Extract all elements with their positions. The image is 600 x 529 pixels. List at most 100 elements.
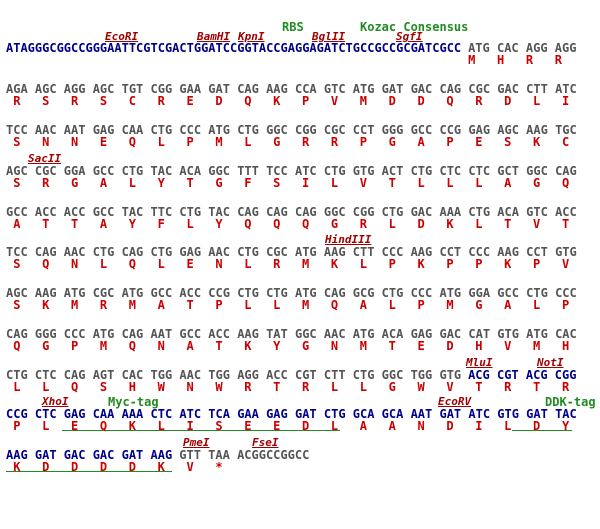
amino-acid: L (157, 419, 165, 433)
amino-acid: L (533, 298, 541, 312)
amino-acid: R (504, 380, 512, 394)
amino-acid: D (417, 94, 425, 108)
amino-acid: S (99, 94, 108, 108)
amino-acid: T (475, 380, 483, 394)
amino-acid: D (446, 419, 454, 433)
sequence: AGC CGC GGA GCC CTG TAC ACA GGC TTT TCC … (6, 164, 577, 178)
amino-acid: V (504, 339, 512, 353)
amino-acid: T (504, 217, 512, 231)
amino-acid: V (561, 257, 570, 271)
amino-acid: L (417, 176, 425, 190)
amino-acid: A (99, 217, 108, 231)
amino-acid: D (70, 460, 79, 474)
amino-acid: * (215, 460, 223, 474)
amino-acid: L (186, 217, 194, 231)
amino-acid: P (13, 419, 21, 433)
amino-acid: D (388, 94, 396, 108)
amino-acid: T (273, 380, 281, 394)
amino-acid: N (42, 135, 50, 149)
amino-acid: V (330, 94, 339, 108)
amino-acid: S (13, 257, 21, 271)
amino-acid: M (128, 298, 136, 312)
amino-acid: H (128, 380, 136, 394)
amino-acid: G (330, 217, 339, 231)
amino-acid: N (417, 419, 425, 433)
amino-acid: D (533, 419, 541, 433)
amino-acid: T (533, 380, 541, 394)
amino-acid: H (475, 339, 483, 353)
amino-acid: L (13, 380, 21, 394)
amino-acid: A (417, 135, 425, 149)
amino-acid: Y (128, 217, 136, 231)
amino-acid: M (359, 94, 367, 108)
amino-acid: D (42, 460, 50, 474)
amino-acid: S (13, 298, 21, 312)
amino-acid: D (215, 94, 223, 108)
amino-acid: A (157, 298, 165, 312)
amino-acid: Y (273, 339, 281, 353)
amino-acid: T (186, 298, 194, 312)
amino-acid: L (446, 176, 454, 190)
amino-acid: P (561, 298, 570, 312)
site-label: SacII (28, 152, 62, 165)
amino-acid: L (244, 298, 252, 312)
sequence: CCG CTC GAG CAA AAA CTC ATC TCA GAA GAG … (6, 407, 577, 421)
amino-acid: L (99, 257, 108, 271)
amino-acid: W (417, 380, 425, 394)
amino-acid: R (561, 380, 570, 394)
amino-acid: D (128, 460, 136, 474)
sequence: CTG CTC CAG AGT CAC TGG AAC TGG AGG ACC … (6, 368, 462, 382)
amino-acid: L (504, 419, 512, 433)
sequence: TCC AAC AAT GAG CAA CTG CCC ATG CTG GGC … (6, 123, 577, 137)
site-label: KpnI (238, 30, 265, 43)
amino-acid: V (446, 380, 454, 394)
amino-acid: L (273, 298, 281, 312)
sequence: ATG CAC AGG AGG (468, 41, 577, 55)
amino-acid: L (330, 419, 339, 433)
amino-acid: R (99, 298, 108, 312)
amino-acid: K (128, 419, 136, 433)
amino-acid: E (475, 135, 483, 149)
amino-acid: D (504, 94, 512, 108)
amino-acid: D (446, 339, 454, 353)
amino-acid: K (244, 339, 252, 353)
site-label: NotI (537, 356, 564, 369)
amino-acid: A (186, 339, 194, 353)
amino-acid: S (42, 94, 50, 108)
amino-acid: M (533, 339, 541, 353)
amino-acid: G (215, 176, 223, 190)
sequence: GCC ACC ACC GCC TAC TTC CTG TAC CAG CAG … (6, 205, 577, 219)
amino-acid: A (504, 176, 512, 190)
tag-label: Kozac Consensus (360, 20, 469, 34)
amino-acid: Q (302, 217, 310, 231)
amino-acid: A (13, 217, 21, 231)
amino-acid: R (42, 176, 50, 190)
amino-acid: Q (70, 380, 79, 394)
amino-acid: Q (99, 419, 108, 433)
amino-acid: M (70, 298, 79, 312)
amino-acid: P (475, 257, 483, 271)
amino-acid: R (302, 135, 310, 149)
amino-acid: L (128, 176, 136, 190)
amino-acid: G (70, 176, 79, 190)
amino-acid: D (99, 460, 108, 474)
amino-acid: D (417, 217, 425, 231)
amino-acid: I (475, 419, 483, 433)
amino-acid: M (302, 257, 310, 271)
sequence: AGC AAG ATG CGC ATG GCC ACC CCG CTG CTG … (6, 286, 577, 300)
amino-acid: V (186, 460, 194, 474)
amino-acid: S (273, 176, 281, 190)
myc-underline (62, 430, 340, 431)
amino-acid: R (244, 380, 252, 394)
amino-acid: M (215, 135, 223, 149)
amino-acid: N (215, 257, 223, 271)
site-label: FseI (252, 436, 279, 449)
amino-acid: R (70, 94, 79, 108)
amino-acid: T (42, 217, 50, 231)
amino-acid: Q (446, 94, 454, 108)
amino-acid: L (388, 298, 396, 312)
amino-acid: G (42, 339, 50, 353)
amino-acid: L (244, 135, 252, 149)
amino-acid: Q (273, 217, 281, 231)
amino-acid: V (359, 176, 367, 190)
